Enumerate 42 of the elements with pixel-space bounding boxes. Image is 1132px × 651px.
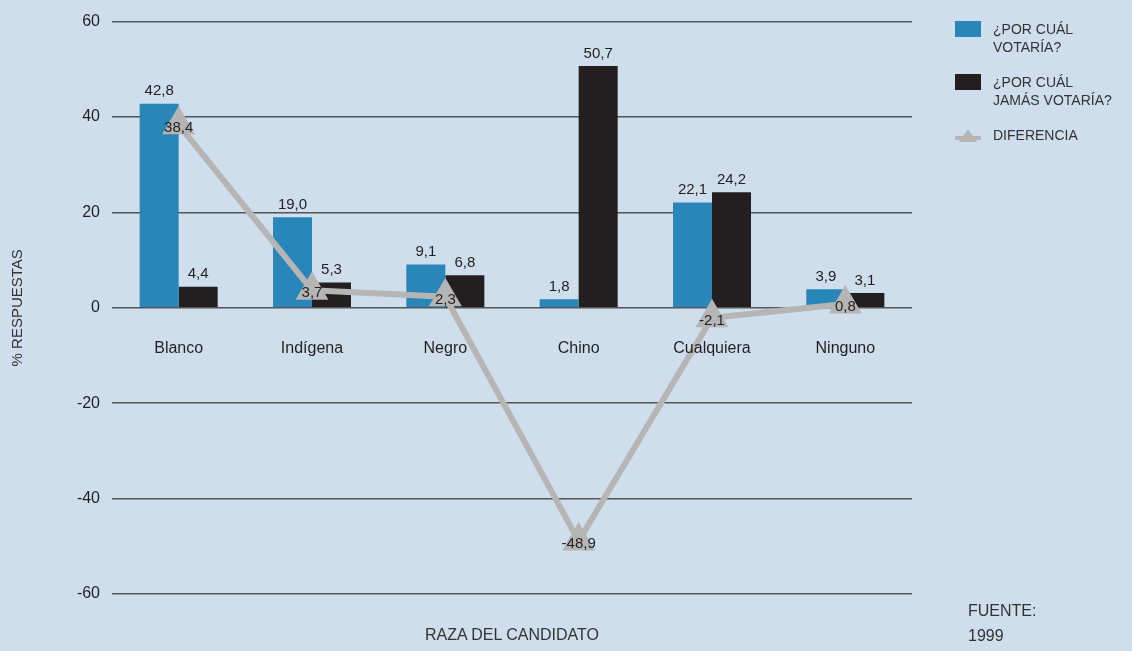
x-tick-label: Negro — [423, 338, 468, 356]
x-tick-label: Chino — [557, 338, 600, 356]
x-tick-label: Indígena — [280, 338, 344, 356]
data-label: 50,7 — [583, 43, 613, 61]
x-tick-label: Cualquiera — [673, 338, 751, 356]
legend-label: DIFERENCIA — [993, 126, 1079, 144]
legend-label: ¿POR CUÁL JAMÁS VOTARÍA? — [993, 73, 1113, 109]
y-tick-label: 20 — [82, 202, 101, 220]
y-tick-label: 60 — [82, 12, 101, 30]
y-tick-label: -20 — [76, 393, 101, 411]
data-label: 4,4 — [187, 264, 209, 282]
source-note: FUENTE: 1999 — [968, 601, 1038, 646]
bar — [578, 65, 618, 308]
data-label: 22,1 — [677, 180, 708, 198]
data-label: 6,8 — [454, 253, 476, 270]
x-tick-label: Blanco — [154, 338, 204, 356]
data-label: 19,0 — [277, 194, 308, 212]
data-label: 0,8 — [834, 297, 856, 315]
legend-label: ¿POR CUÁL VOTARÍA? — [993, 20, 1074, 56]
bar — [673, 202, 712, 308]
bar — [712, 192, 751, 308]
data-label: 3,1 — [854, 270, 876, 288]
data-label: -48,9 — [561, 534, 596, 552]
data-label: 3,9 — [815, 266, 837, 284]
data-label: 3,7 — [301, 283, 323, 301]
data-label: 24,2 — [716, 170, 747, 188]
y-tick-label: -40 — [76, 489, 101, 507]
data-label: 2,3 — [434, 289, 456, 307]
x-tick-label: Ninguno — [815, 338, 876, 356]
y-tick-label: 40 — [82, 107, 101, 125]
bar — [178, 286, 218, 308]
data-label: -2,1 — [699, 310, 725, 328]
y-tick-label: -60 — [76, 584, 101, 602]
data-label: 38,4 — [164, 117, 194, 135]
y-axis-title: % RESPUESTAS — [8, 249, 26, 367]
data-label: 1,8 — [548, 276, 570, 294]
data-label: 5,3 — [321, 260, 342, 278]
y-tick-label: 0 — [91, 298, 101, 316]
bar — [539, 299, 579, 308]
x-axis-title: RAZA DEL CANDIDATO — [424, 626, 600, 644]
data-label: 9,1 — [415, 242, 437, 260]
data-label: 42,8 — [144, 81, 174, 99]
